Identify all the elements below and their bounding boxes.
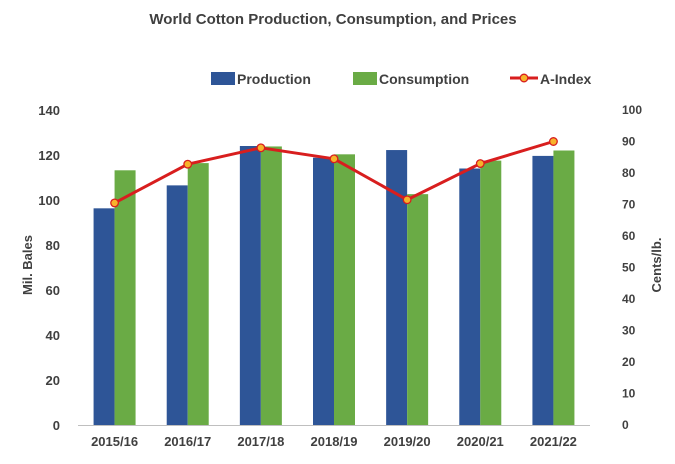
bar-consumption xyxy=(480,160,502,425)
y2-tick-label: 10 xyxy=(622,387,636,401)
y-tick-label: 60 xyxy=(46,283,60,298)
x-tick-label: 2016/17 xyxy=(164,434,211,449)
bar-production xyxy=(386,150,408,426)
bar-production xyxy=(93,208,115,425)
point-a-index xyxy=(256,143,266,153)
point-a-index xyxy=(475,159,485,168)
bar-consumption xyxy=(114,170,136,425)
y2-tick-label: 0 xyxy=(622,418,629,432)
y2-tick-label: 60 xyxy=(622,229,636,243)
point-a-index xyxy=(110,198,120,208)
bar-consumption xyxy=(334,154,355,425)
y-tick-label: 20 xyxy=(46,373,60,388)
y-tick-label: 120 xyxy=(38,148,60,163)
legend-label-a-index: A-Index xyxy=(540,71,592,87)
y2-axis-label: Cents/lb. xyxy=(649,238,664,293)
y-tick-label: 140 xyxy=(38,103,60,118)
y2-tick-label: 40 xyxy=(622,292,636,306)
legend-swatch-production xyxy=(211,72,235,85)
y2-tick-label: 50 xyxy=(622,261,636,275)
legend-label-production: Production xyxy=(237,71,311,87)
legend-label-consumption: Consumption xyxy=(379,71,469,87)
point-a-index xyxy=(402,195,412,205)
bar-production xyxy=(532,155,554,425)
x-tick-label: 2018/19 xyxy=(311,434,358,449)
bar-production xyxy=(239,146,261,425)
y2-tick-label: 80 xyxy=(622,166,636,180)
y-tick-label: 100 xyxy=(38,193,60,208)
y2-tick-label: 30 xyxy=(622,324,636,338)
y2-tick-label: 70 xyxy=(622,198,636,212)
chart-title: World Cotton Production, Consumption, an… xyxy=(149,11,516,28)
bar-consumption xyxy=(407,194,429,425)
legend-swatch-consumption xyxy=(353,72,377,85)
legend-marker-a-index xyxy=(519,73,529,83)
bar-consumption xyxy=(187,163,209,425)
x-tick-label: 2021/22 xyxy=(530,434,577,449)
y-tick-label: 40 xyxy=(46,328,60,343)
y2-tick-label: 100 xyxy=(622,103,642,117)
bar-consumption xyxy=(260,146,282,425)
x-tick-label: 2020/21 xyxy=(457,434,504,449)
plot-area: 0 20 40 60 80 100 120 140 0 10 20 30 40 50 60 70 80 90 100… xyxy=(38,103,642,449)
legend: Production Consumption A-Index xyxy=(211,71,592,87)
y2-tick-label: 90 xyxy=(622,135,636,149)
point-a-index xyxy=(548,137,558,146)
bar-production xyxy=(166,185,188,425)
x-tick-label: 2017/18 xyxy=(237,434,284,449)
point-a-index xyxy=(329,154,339,164)
point-a-index xyxy=(183,159,193,169)
y2-tick-label: 20 xyxy=(622,355,636,369)
x-tick-label: 2019/20 xyxy=(384,434,431,449)
x-tick-label: 2015/16 xyxy=(91,434,138,449)
bar-consumption xyxy=(553,150,575,425)
y-axis-label: Mil. Bales xyxy=(20,235,35,295)
bar-production xyxy=(313,157,334,425)
y-tick-label: 80 xyxy=(46,238,60,253)
bar-production xyxy=(459,168,481,425)
y-tick-label: 0 xyxy=(53,418,60,433)
